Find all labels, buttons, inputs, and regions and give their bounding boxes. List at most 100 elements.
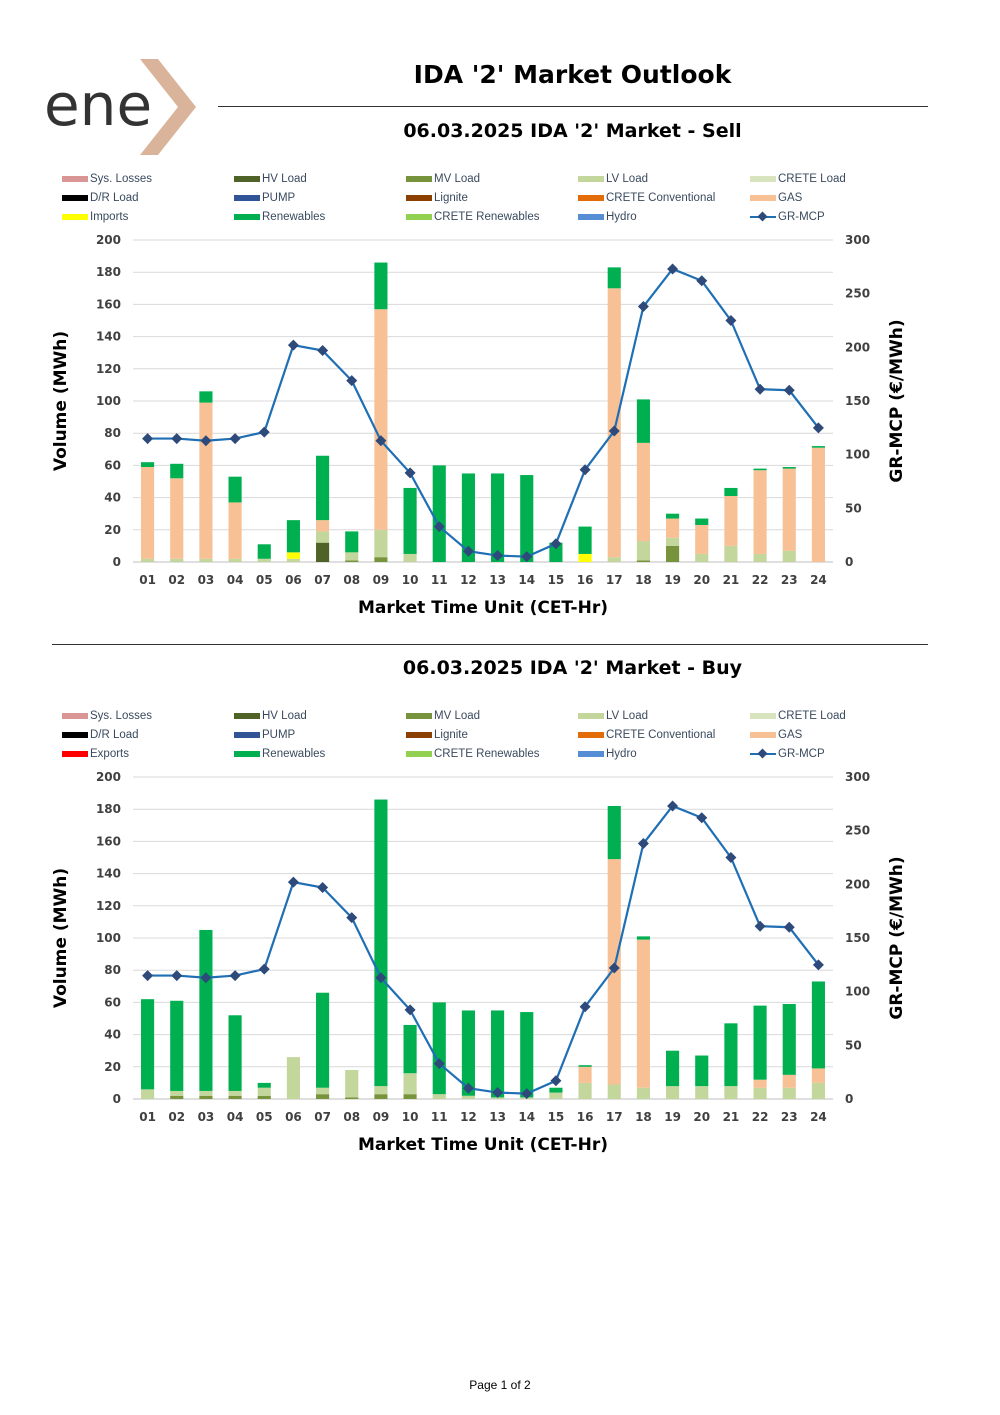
sell-x-tick-label: 11: [431, 573, 448, 587]
sell-marker-gr-mcp-13: [492, 550, 504, 562]
buy-y-tick-label: 100: [96, 931, 121, 945]
sell-marker-gr-mcp-05: [258, 426, 270, 438]
sell-bar-renewables-03: [199, 391, 213, 403]
sell-bar-imports-16: [578, 553, 592, 562]
buy-y-tick-label: 200: [96, 770, 121, 784]
buy-bar-renewables-07: [316, 992, 330, 1088]
title-divider: [218, 106, 928, 107]
buy-line-gr-mcp: [147, 804, 820, 1095]
sell-legend-swatch: [578, 175, 604, 182]
sell-bar-renewables-14: [520, 475, 534, 562]
sell-marker-gr-mcp-10: [404, 467, 416, 479]
logo-text: ene: [44, 71, 152, 139]
buy-legend-label: MV Load: [434, 710, 481, 722]
buy-x-tick-label: 12: [460, 1110, 477, 1124]
buy-bar-gas-16: [578, 1066, 592, 1083]
buy-marker-gr-mcp-23: [783, 921, 795, 933]
sell-legend-swatch: [578, 194, 604, 201]
sell-bar-gas-09: [374, 309, 388, 530]
sell-marker-gr-mcp-17: [608, 425, 620, 437]
buy-legend-swatch: [406, 750, 432, 757]
buy-legend-label: CRETE Load: [778, 710, 846, 722]
sell-legend-mv-load: MV Load: [406, 173, 480, 185]
sell-y-tick-label: 140: [96, 330, 121, 344]
sell-bar-lv-load-08: [345, 552, 359, 561]
sell-bar-renewables-11: [432, 465, 446, 562]
buy-legend-lignite: Lignite: [406, 729, 468, 741]
sell-bar-lv-load-20: [695, 553, 709, 562]
buy-y-tick-label: 120: [96, 899, 121, 913]
buy-legend-gas: GAS: [750, 729, 802, 741]
buy-x-axis-title: Market Time Unit (CET-Hr): [358, 1135, 608, 1155]
buy-bar-lv-load-12: [461, 1095, 475, 1099]
sell-bar-renewables-17: [607, 267, 621, 289]
sell-x-axis-title: Market Time Unit (CET-Hr): [358, 598, 608, 618]
buy-legend-swatch: [234, 731, 260, 738]
buy-bar-renewables-02: [170, 1000, 184, 1091]
sell-bar-lv-load-17: [607, 557, 621, 562]
sell-bar-renewables-21: [724, 487, 738, 496]
buy-marker-gr-mcp-11: [433, 1058, 445, 1070]
sell-bar-lv-load-04: [228, 558, 242, 562]
sell-bar-renewables-13: [491, 473, 505, 562]
buy-x-tick-label: 22: [752, 1110, 769, 1124]
sell-bar-renewables-04: [228, 476, 242, 503]
buy-series-renewables: [141, 799, 825, 1098]
buy-series-lv-load: [141, 1057, 825, 1099]
buy-legend-label: Hydro: [606, 748, 637, 760]
buy-x-tick-label: 18: [635, 1110, 652, 1124]
buy-x-tick-label: 16: [577, 1110, 594, 1124]
sell-bar-lv-load-10: [403, 553, 417, 562]
buy-chart-title: 06.03.2025 IDA '2' Market - Buy: [402, 657, 743, 679]
buy-marker-gr-mcp-21: [725, 852, 737, 863]
sell-legend-gr-mcp: GR-MCP: [750, 211, 825, 223]
buy-x-tick-label: 05: [256, 1110, 273, 1124]
sell-marker-gr-mcp-18: [637, 301, 649, 313]
sell-bar-gas-07: [316, 520, 330, 532]
buy-y2-tick-label: 300: [845, 770, 870, 784]
buy-bar-lv-load-13: [491, 1097, 505, 1099]
sell-x-tick-label: 04: [227, 573, 244, 587]
buy-legend-crete-load: CRETE Load: [750, 710, 846, 722]
sell-x-tick-label: 13: [489, 573, 506, 587]
buy-legend-crete-conventional: CRETE Conventional: [578, 729, 715, 741]
buy-bar-lv-load-02: [170, 1090, 184, 1096]
sell-bar-renewables-18: [636, 399, 650, 443]
buy-x-tick-label: 17: [606, 1110, 623, 1124]
buy-x-tick-label: 03: [198, 1110, 215, 1124]
sell-y-tick-label: 200: [96, 233, 121, 247]
buy-legend-swatch: [750, 712, 776, 719]
sell-y-tick-label: 100: [96, 394, 121, 408]
sell-legend-swatch: [406, 175, 432, 182]
sell-marker-gr-mcp-01: [142, 433, 154, 445]
sell-bar-renewables-22: [753, 468, 767, 471]
sell-marker-gr-mcp-06: [287, 339, 299, 351]
sell-y-tick-label: 120: [96, 362, 121, 376]
sell-y-tick-label: 20: [104, 523, 121, 537]
buy-x-tick-label: 20: [693, 1110, 710, 1124]
sell-y-tick-label: 160: [96, 297, 121, 311]
sell-bar-renewables-12: [461, 473, 475, 562]
buy-bar-lv-load-04: [228, 1090, 242, 1096]
buy-bar-lv-load-22: [753, 1087, 767, 1099]
buy-bar-gas-18: [636, 939, 650, 1088]
buy-marker-gr-mcp-13: [492, 1087, 504, 1099]
buy-bar-lv-load-18: [636, 1087, 650, 1099]
sell-legend-label: MV Load: [434, 173, 481, 185]
sell-x-tick-label: 23: [781, 573, 798, 587]
buy-legend-label: Exports: [90, 748, 129, 760]
sell-x-tick-label: 24: [810, 573, 827, 587]
buy-bar-lv-load-16: [578, 1082, 592, 1099]
sell-bar-renewables-15: [549, 542, 563, 562]
sell-bar-mv-load-09: [374, 557, 388, 562]
sell-series-mv-load: [345, 545, 680, 562]
sell-y-tick-label: 60: [104, 458, 121, 472]
buy-x-tick-label: 15: [548, 1110, 565, 1124]
sell-x-tick-label: 19: [664, 573, 681, 587]
page-footer: Page 1 of 2: [469, 1378, 531, 1392]
buy-bar-renewables-24: [811, 981, 825, 1069]
sell-marker-gr-mcp-16: [579, 464, 591, 476]
buy-legend-swatch: [750, 749, 776, 759]
buy-x-tick-label: 08: [343, 1110, 360, 1124]
buy-bar-lv-load-10: [403, 1073, 417, 1095]
